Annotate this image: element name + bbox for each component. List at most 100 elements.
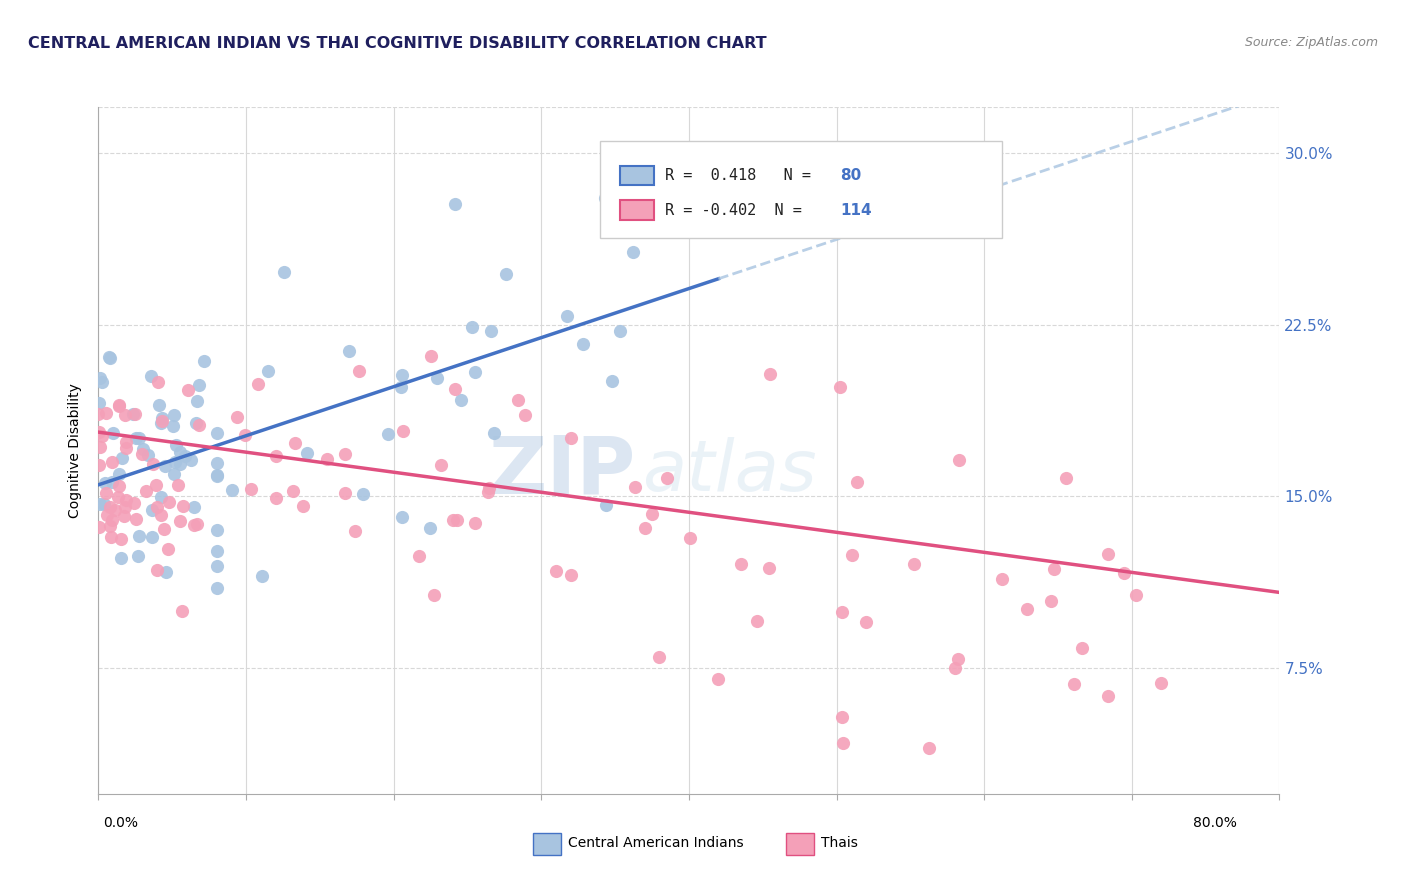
Text: R =  0.418   N =: R = 0.418 N =	[665, 169, 821, 183]
Point	[948, 652, 970, 666]
Point	[349, 364, 371, 378]
Point	[145, 477, 167, 491]
Point	[169, 457, 191, 471]
Point	[747, 614, 769, 628]
Text: R = -0.402  N =: R = -0.402 N =	[665, 202, 811, 218]
Point	[423, 588, 446, 602]
Point	[655, 471, 678, 485]
Point	[420, 349, 443, 363]
Point	[149, 490, 172, 504]
Point	[273, 265, 295, 279]
Point	[1150, 676, 1173, 690]
Point	[205, 469, 228, 483]
Point	[264, 449, 287, 463]
Point	[508, 393, 530, 408]
Point	[478, 481, 501, 495]
Point	[257, 364, 280, 378]
Text: 0.0%: 0.0%	[103, 816, 138, 830]
Point	[1063, 677, 1085, 691]
Point	[87, 395, 110, 409]
Point	[108, 399, 131, 413]
Point	[1042, 562, 1064, 576]
Point	[131, 442, 153, 457]
Point	[172, 499, 194, 513]
Point	[831, 605, 853, 619]
Point	[135, 483, 157, 498]
Point	[169, 514, 191, 528]
Text: 80: 80	[841, 169, 862, 183]
Point	[150, 508, 173, 522]
Point	[291, 499, 314, 513]
Point	[284, 435, 307, 450]
Point	[162, 419, 184, 434]
Point	[111, 451, 134, 466]
Point	[391, 368, 413, 382]
Point	[484, 425, 506, 440]
Point	[121, 407, 143, 421]
Point	[991, 572, 1014, 586]
Text: Thais: Thais	[821, 836, 858, 850]
Point	[264, 491, 287, 505]
Point	[89, 497, 111, 511]
Point	[221, 483, 243, 497]
Point	[205, 558, 228, 573]
Point	[1039, 594, 1062, 608]
Point	[1054, 471, 1077, 485]
Point	[124, 407, 146, 421]
Point	[841, 548, 863, 562]
Point	[87, 425, 110, 439]
Point	[127, 549, 149, 564]
Point	[183, 500, 205, 514]
Point	[595, 498, 617, 512]
Point	[180, 453, 202, 467]
Point	[464, 365, 486, 379]
Point	[114, 409, 136, 423]
Point	[948, 452, 970, 467]
Point	[157, 494, 180, 508]
Point	[98, 350, 121, 364]
Point	[101, 455, 124, 469]
Point	[177, 383, 200, 397]
Point	[634, 521, 657, 535]
Point	[169, 445, 191, 459]
Point	[759, 368, 782, 382]
Point	[758, 561, 780, 575]
Point	[233, 427, 256, 442]
Point	[430, 458, 453, 472]
Point	[444, 197, 467, 211]
Point	[600, 374, 623, 388]
Point	[560, 568, 582, 582]
Point	[122, 496, 145, 510]
Point	[830, 380, 852, 394]
Point	[128, 431, 150, 445]
Point	[730, 558, 752, 572]
Point	[193, 354, 215, 368]
Point	[128, 529, 150, 543]
Point	[89, 440, 111, 454]
Bar	[620, 201, 654, 219]
Point	[450, 392, 472, 407]
Point	[621, 244, 644, 259]
Point	[389, 379, 412, 393]
Point	[115, 434, 138, 449]
Point	[1015, 601, 1038, 615]
Point	[94, 485, 117, 500]
Point	[136, 448, 159, 462]
Point	[1097, 689, 1119, 703]
Point	[205, 523, 228, 537]
Point	[131, 447, 153, 461]
Text: 80.0%: 80.0%	[1194, 816, 1237, 830]
Point	[188, 417, 211, 432]
Point	[316, 452, 339, 467]
Point	[89, 520, 111, 534]
Point	[648, 649, 671, 664]
Point	[627, 215, 650, 229]
Point	[641, 508, 664, 522]
Point	[98, 500, 121, 514]
Point	[108, 398, 131, 412]
Text: CENTRAL AMERICAN INDIAN VS THAI COGNITIVE DISABILITY CORRELATION CHART: CENTRAL AMERICAN INDIAN VS THAI COGNITIV…	[28, 36, 766, 51]
Point	[281, 483, 304, 498]
Point	[1071, 641, 1094, 656]
Point	[124, 512, 146, 526]
Point	[352, 487, 374, 501]
